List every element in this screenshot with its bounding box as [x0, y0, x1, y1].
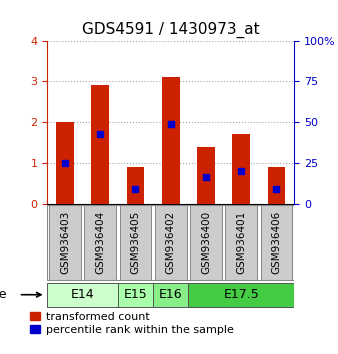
Legend: transformed count, percentile rank within the sample: transformed count, percentile rank withi…: [30, 312, 234, 335]
Bar: [120, 205, 151, 280]
Text: GSM936405: GSM936405: [130, 211, 141, 274]
Text: GSM936406: GSM936406: [271, 211, 282, 274]
Bar: [84, 205, 116, 280]
Bar: [233, 134, 250, 204]
Bar: [49, 205, 81, 280]
Text: E16: E16: [159, 288, 183, 301]
Title: GDS4591 / 1430973_at: GDS4591 / 1430973_at: [82, 22, 260, 38]
Text: E14: E14: [71, 288, 94, 301]
Bar: [225, 205, 257, 280]
Text: GSM936401: GSM936401: [236, 211, 246, 274]
Text: GSM936402: GSM936402: [166, 211, 176, 274]
Bar: [188, 283, 294, 307]
Bar: [56, 122, 74, 204]
Text: GSM936404: GSM936404: [95, 211, 105, 274]
Bar: [190, 205, 222, 280]
Text: GSM936403: GSM936403: [60, 211, 70, 274]
Bar: [91, 85, 109, 204]
Bar: [47, 283, 118, 307]
Bar: [127, 167, 144, 204]
Text: E17.5: E17.5: [223, 288, 259, 301]
Bar: [153, 283, 188, 307]
Bar: [197, 147, 215, 204]
Text: GSM936400: GSM936400: [201, 211, 211, 274]
Text: E15: E15: [124, 288, 147, 301]
Bar: [118, 283, 153, 307]
Text: age: age: [0, 288, 7, 301]
Bar: [162, 78, 179, 204]
Bar: [155, 205, 187, 280]
Bar: [261, 205, 292, 280]
Bar: [268, 167, 285, 204]
